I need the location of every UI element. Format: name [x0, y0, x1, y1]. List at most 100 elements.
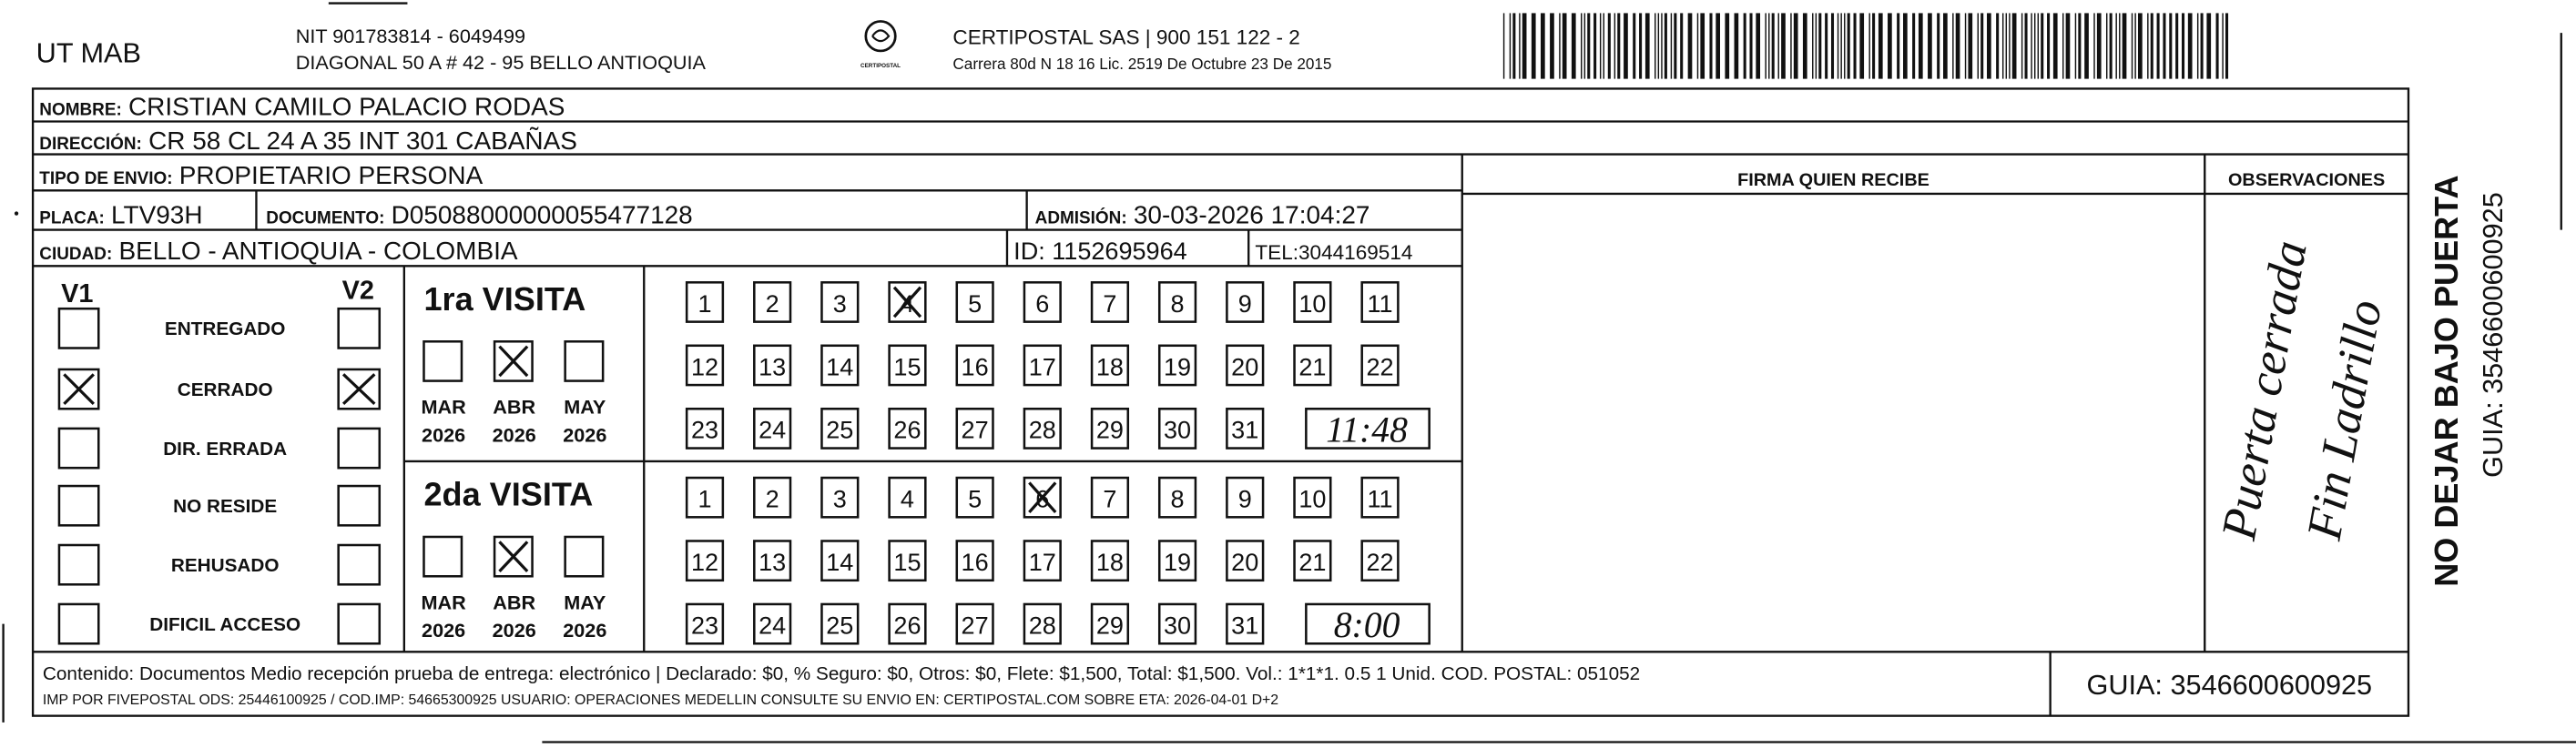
barcode-bar [1639, 13, 1643, 79]
day-number: 16 [962, 353, 989, 380]
barcode-bar [1624, 13, 1628, 79]
day-box [685, 281, 725, 323]
field-label: DOCUMENTO: [266, 208, 384, 227]
barcode-bar [1562, 13, 1567, 79]
barcode-bar [1872, 13, 1876, 79]
barcode-bar [1840, 13, 1842, 79]
day-number: 28 [1029, 612, 1056, 639]
barcode-bar [2169, 13, 2173, 79]
day-box [753, 540, 792, 582]
month-year: 2026 [493, 423, 536, 446]
barcode-bar [2156, 13, 2160, 79]
day-box [888, 476, 927, 519]
barcode-bar [1531, 13, 1536, 79]
barcode-bar [1888, 13, 1892, 79]
day-number: 26 [893, 417, 921, 444]
barcode-bar [1687, 13, 1693, 79]
barcode-bar [1952, 13, 1954, 79]
field-label: CIUDAD: [39, 245, 112, 264]
barcode-bar [2122, 13, 2127, 79]
day-number: 10 [1298, 486, 1326, 513]
day-box [1226, 407, 1265, 450]
barcode-bar [1664, 13, 1667, 79]
side-warning: NO DEJAR BAJO PUERTA [2428, 175, 2465, 586]
barcode-bar [1968, 13, 1973, 79]
day-number: 18 [1096, 353, 1124, 380]
logo-text: CERTIPOSTAL [860, 63, 901, 69]
barcode-bar [1559, 13, 1561, 79]
day-box [1023, 602, 1062, 645]
day-box [1023, 407, 1062, 450]
barcode-bar [1897, 13, 1900, 79]
side-guia: GUIA: 3546600600925 [2478, 192, 2509, 478]
day-box [1157, 344, 1197, 387]
day-box [685, 476, 725, 519]
month-box [423, 535, 463, 578]
barcode-bar [1868, 13, 1870, 79]
day-number: 17 [1029, 353, 1056, 380]
field-value: D05088000000055477128 [392, 200, 693, 228]
day-box [820, 407, 860, 450]
barcode-bar [2074, 13, 2077, 79]
month-name: MAY [564, 591, 606, 613]
observations-title: OBSERVACIONES [2228, 170, 2385, 190]
license: Carrera 80d N 18 16 Lic. 2519 De Octubre… [952, 55, 1331, 73]
day-box [1293, 344, 1332, 387]
field-label: ADMISIÓN: [1035, 207, 1127, 227]
barcode-bar [2147, 13, 2149, 79]
day-number: 20 [1231, 549, 1258, 576]
day-number: 21 [1298, 353, 1326, 380]
day-box [1157, 281, 1197, 323]
day-number: 29 [1096, 612, 1124, 639]
barcode-bar [2093, 13, 2095, 79]
barcode-bar [1830, 13, 1835, 79]
day-number: 19 [1164, 353, 1191, 380]
checkbox [337, 543, 382, 586]
handwritten-note: Puerta cerrada [2211, 237, 2317, 544]
barcode-bar [2052, 13, 2058, 79]
check-mark [63, 373, 95, 405]
barcode-bar [2105, 13, 2108, 79]
day-box [955, 407, 994, 450]
barcode-bar [1509, 13, 1512, 79]
barcode-bar [1912, 13, 1916, 79]
day-box [820, 476, 860, 519]
signature-title: FIRMA QUIEN RECIBE [1737, 170, 1929, 190]
day-box [955, 344, 994, 387]
time-box [1305, 407, 1431, 450]
day-box [820, 540, 860, 582]
field-label: PLACA: [39, 208, 105, 227]
day-box [1023, 540, 1062, 582]
day-number: 14 [826, 549, 853, 576]
footer-guia: GUIA: 3546600600925 [2086, 670, 2372, 701]
barcode-bar [2037, 13, 2040, 79]
day-number: 29 [1096, 417, 1124, 444]
checkbox [57, 543, 100, 586]
day-number: 20 [1231, 353, 1258, 380]
barcode-bar [1918, 13, 1923, 79]
day-number: 18 [1096, 549, 1124, 576]
day-number: 28 [1029, 417, 1056, 444]
barcode-bar [1583, 13, 1586, 79]
visit-title: 2da VISITA [423, 476, 593, 513]
day-box [1293, 540, 1332, 582]
day-box [1360, 344, 1400, 387]
day-number: 21 [1298, 549, 1326, 576]
barcode-bar [2001, 13, 2004, 79]
day-box [888, 540, 927, 582]
barcode-bar [2024, 13, 2028, 79]
day-box [1090, 602, 1130, 645]
day-number: 7 [1103, 290, 1116, 318]
barcode-bar [2021, 13, 2023, 79]
barcode-bar [2206, 13, 2212, 79]
barcode-bar [1519, 13, 1521, 79]
day-number: 9 [1238, 486, 1252, 513]
barcode-bar [2134, 13, 2136, 79]
checkbox [337, 427, 382, 470]
checkbox [57, 307, 100, 349]
day-number: 22 [1366, 353, 1393, 380]
barcode-bar [1540, 13, 1545, 79]
month-name: ABR [493, 591, 535, 613]
barcode-bar [1725, 13, 1730, 79]
